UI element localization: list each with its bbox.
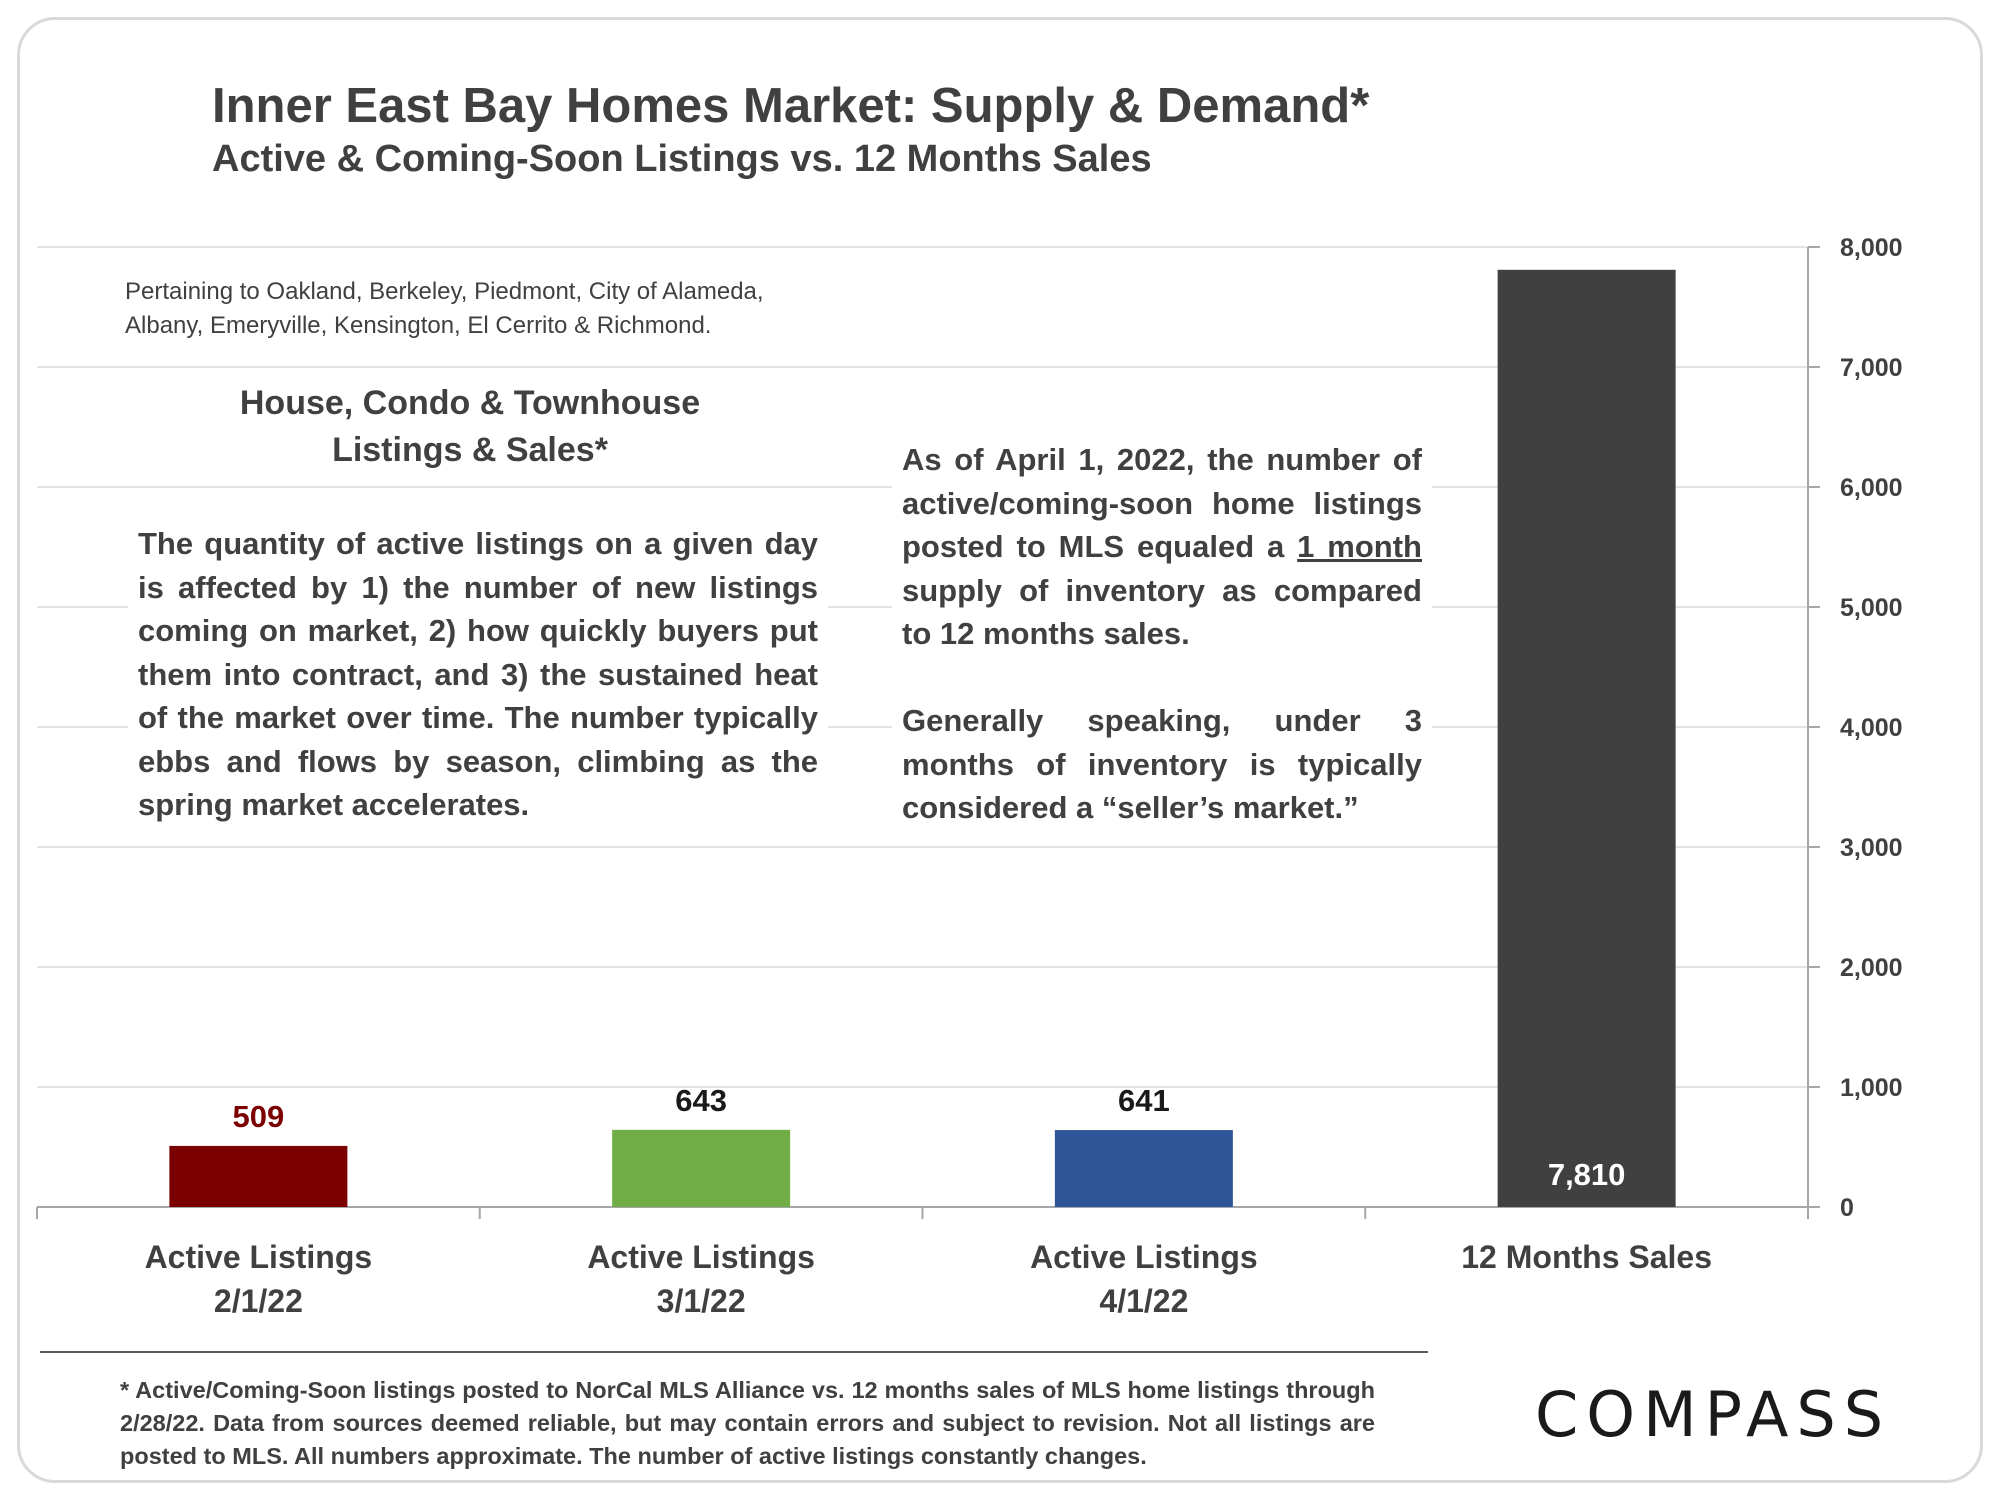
y-tick-label-8: 8,000: [1840, 234, 1903, 262]
data-label-3: 641: [1118, 1083, 1170, 1118]
y-tick-label-2: 2,000: [1840, 954, 1903, 982]
compass-logo: COMPASS: [1535, 1378, 1892, 1451]
data-label-2: 643: [675, 1083, 727, 1118]
footnote: * Active/Coming-Soon listings posted to …: [120, 1377, 1375, 1469]
category-label-2-line-1: Active Listings: [587, 1239, 815, 1275]
left-explanation-paragraph: The quantity of active listings on a giv…: [128, 522, 828, 827]
panel-heading-line-1: House, Condo & Townhouse: [239, 384, 701, 422]
category-label-2-line-2: 3/1/22: [656, 1283, 746, 1319]
panel-heading-line-2: Listings & Sales*: [332, 431, 608, 469]
category-label-4-line-1: 12 Months Sales: [1461, 1239, 1712, 1275]
category-label-3-line-2: 4/1/22: [1099, 1283, 1189, 1319]
panel-heading: House, Condo & Townhouse Listings & Sale…: [170, 380, 770, 474]
y-tick-label-1: 1,000: [1840, 1074, 1903, 1102]
right-paragraph-1-underlined: 1 month: [1297, 529, 1422, 564]
chart-title: Inner East Bay Homes Market: Supply & De…: [212, 79, 1370, 133]
y-tick-label-3: 3,000: [1840, 834, 1903, 862]
right-paragraph-1: As of April 1, 2022, the number of activ…: [902, 438, 1422, 656]
chart-subtitle: Active & Coming-Soon Listings vs. 12 Mon…: [212, 138, 1152, 180]
right-paragraph-1-end: supply of inventory as compared to 12 mo…: [902, 572, 1422, 652]
category-label-1: Active Listings 2/1/22: [78, 1235, 438, 1323]
data-label-4: 7,810: [1548, 1157, 1626, 1192]
category-label-1-line-1: Active Listings: [144, 1239, 373, 1275]
category-label-3-line-1: Active Listings: [1030, 1239, 1258, 1275]
y-tick-label-4: 4,000: [1840, 714, 1903, 742]
right-paragraph-1-start: As of April 1, 2022, the number of activ…: [902, 442, 1422, 564]
category-label-1-line-2: 2/1/22: [213, 1283, 303, 1319]
y-tick-label-5: 5,000: [1840, 594, 1903, 622]
category-label-2: Active Listings 3/1/22: [521, 1235, 881, 1323]
pertaining-note-line-2: Albany, Emeryville, Kensington, El Cerri…: [125, 312, 712, 339]
footer-divider: [40, 1351, 1428, 1353]
bar-3: [1054, 1130, 1233, 1207]
bar-2: [612, 1129, 791, 1207]
y-tick-label-0: 0: [1840, 1194, 1854, 1222]
y-tick-label-6: 6,000: [1840, 474, 1903, 502]
category-label-4: 12 Months Sales: [1407, 1235, 1767, 1279]
right-paragraph-2: Generally speaking, under 3 months of in…: [902, 703, 1422, 825]
pertaining-note: Pertaining to Oakland, Berkeley, Piedmon…: [125, 275, 885, 343]
pertaining-note-line-1: Pertaining to Oakland, Berkeley, Piedmon…: [125, 278, 764, 305]
bar-4: [1497, 269, 1676, 1207]
data-label-1: 509: [233, 1099, 285, 1134]
right-explanation: As of April 1, 2022, the number of activ…: [892, 438, 1432, 830]
category-label-3: Active Listings 4/1/22: [964, 1235, 1324, 1323]
bar-1: [169, 1145, 348, 1207]
y-tick-label-7: 7,000: [1840, 354, 1903, 382]
